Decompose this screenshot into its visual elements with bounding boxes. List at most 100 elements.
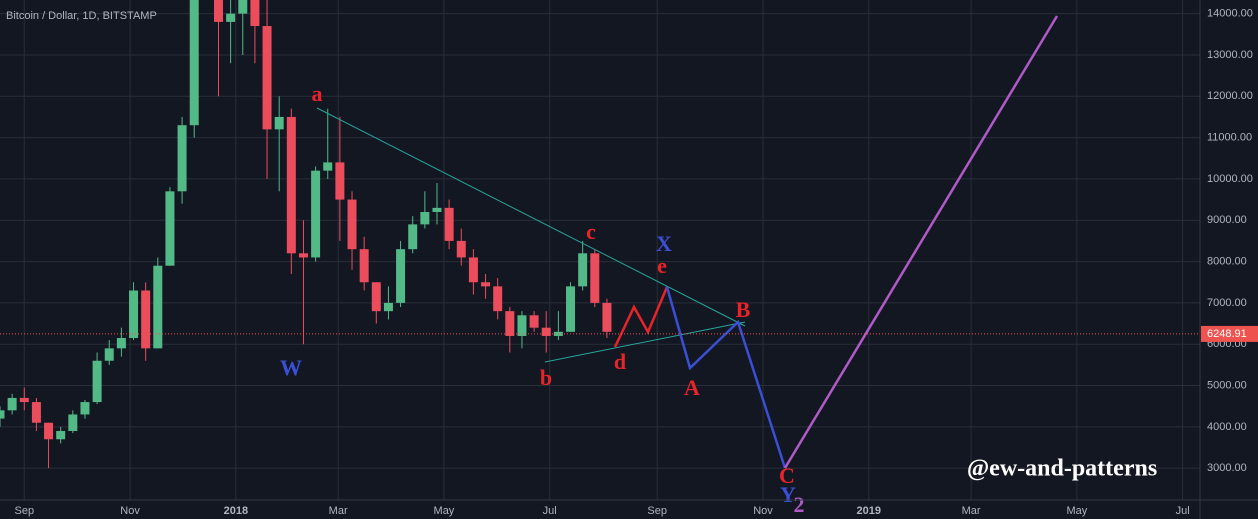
candle-body bbox=[468, 257, 478, 283]
y-tick-label: 8000.00 bbox=[1207, 255, 1247, 267]
candle-body bbox=[129, 290, 139, 339]
candle-body bbox=[238, 0, 248, 14]
projection-line bbox=[783, 15, 1059, 469]
x-tick-label: Mar bbox=[962, 505, 981, 517]
candles bbox=[0, 0, 612, 469]
candle-body bbox=[456, 240, 466, 258]
trendline bbox=[544, 321, 746, 363]
candle-body bbox=[408, 224, 418, 250]
x-tick-label: Sep bbox=[647, 505, 667, 517]
candle-body bbox=[250, 0, 260, 27]
candle-body bbox=[396, 249, 406, 303]
candle-body bbox=[383, 302, 393, 312]
candle-body bbox=[493, 286, 503, 312]
drawings bbox=[316, 15, 1059, 469]
candle-body bbox=[311, 170, 321, 258]
candle-body bbox=[153, 265, 163, 349]
candle-body bbox=[602, 302, 612, 332]
candle-body bbox=[274, 116, 284, 130]
candle-body bbox=[590, 253, 600, 303]
x-tick-label: Nov bbox=[753, 505, 773, 517]
grid bbox=[0, 0, 1200, 500]
candle-body bbox=[213, 0, 223, 22]
candle-body bbox=[481, 282, 491, 287]
candle-body bbox=[578, 253, 588, 287]
candle-body bbox=[444, 207, 454, 241]
candle-body bbox=[104, 348, 114, 361]
y-tick-label: 12000.00 bbox=[1207, 90, 1253, 102]
wave-label: b bbox=[540, 365, 552, 390]
candle-body bbox=[566, 286, 576, 332]
candle-body bbox=[141, 290, 151, 349]
candle-body bbox=[517, 315, 527, 336]
candle-body bbox=[19, 397, 29, 403]
wave-labels: a W b c d X e A B C Y 2 bbox=[280, 81, 805, 517]
wave-label: d bbox=[614, 349, 626, 374]
wave-label: A bbox=[684, 375, 700, 400]
x-tick-label: 2019 bbox=[857, 505, 881, 517]
candle-body bbox=[359, 249, 369, 283]
candle-body bbox=[541, 327, 551, 336]
wave-label: X bbox=[656, 231, 672, 256]
y-tick-label: 11000.00 bbox=[1207, 132, 1252, 144]
trendline bbox=[316, 107, 746, 327]
x-tick-label: May bbox=[434, 505, 455, 517]
axes: 3000.004000.005000.006000.007000.008000.… bbox=[0, 8, 1258, 517]
candle-body bbox=[347, 199, 357, 250]
x-tick-label: Nov bbox=[120, 505, 140, 517]
y-tick-label: 13000.00 bbox=[1207, 49, 1253, 61]
x-tick-label: May bbox=[1066, 505, 1087, 517]
candle-body bbox=[44, 422, 54, 440]
candle-body bbox=[505, 311, 515, 336]
candle-body bbox=[432, 207, 442, 212]
candle-body bbox=[298, 253, 308, 258]
wave-label: 2 bbox=[794, 492, 805, 517]
candle-body bbox=[226, 13, 236, 22]
last-price-tag bbox=[1201, 325, 1258, 342]
x-tick-label: Mar bbox=[329, 505, 348, 517]
candle-body bbox=[323, 162, 333, 171]
y-tick-label: 5000.00 bbox=[1207, 379, 1247, 391]
last-price-label: 6248.91 bbox=[1207, 328, 1247, 340]
x-tick-label: Jul bbox=[1176, 505, 1190, 517]
candle-body bbox=[56, 430, 66, 440]
wave-path bbox=[613, 286, 669, 348]
x-tick-label: Jul bbox=[543, 505, 557, 517]
candle-body bbox=[68, 414, 78, 431]
wave-label: B bbox=[736, 297, 751, 322]
y-tick-label: 14000.00 bbox=[1207, 8, 1253, 20]
candle-body bbox=[0, 410, 5, 419]
y-tick-label: 9000.00 bbox=[1207, 214, 1247, 226]
wave-path bbox=[665, 286, 787, 469]
watermark: @ew-and-patterns bbox=[967, 456, 1157, 482]
candle-body bbox=[165, 191, 175, 266]
candle-body bbox=[335, 162, 345, 200]
wave-label: a bbox=[312, 81, 323, 106]
y-tick-label: 4000.00 bbox=[1207, 421, 1247, 433]
candle-body bbox=[31, 402, 41, 423]
y-tick-label: 3000.00 bbox=[1207, 462, 1247, 474]
candle-body bbox=[371, 282, 381, 312]
candle-body bbox=[177, 125, 187, 192]
candle-body bbox=[529, 315, 539, 328]
candle-body bbox=[286, 116, 296, 254]
wave-label: e bbox=[657, 253, 667, 278]
wave-label: Y bbox=[780, 482, 796, 507]
x-tick-label: 2018 bbox=[224, 505, 248, 517]
candle-body bbox=[80, 402, 90, 415]
candle-body bbox=[262, 26, 272, 130]
x-tick-label: Sep bbox=[14, 505, 34, 517]
candle-body bbox=[116, 338, 126, 349]
candle-body bbox=[420, 211, 430, 225]
wave-label: W bbox=[280, 355, 302, 380]
candle-body bbox=[189, 0, 199, 126]
candle-body bbox=[7, 397, 17, 411]
y-tick-label: 10000.00 bbox=[1207, 173, 1253, 185]
y-tick-label: 7000.00 bbox=[1207, 297, 1247, 309]
candle-body bbox=[92, 360, 102, 403]
chart-title: Bitcoin / Dollar, 1D, BITSTAMP bbox=[6, 10, 157, 22]
wave-label: C bbox=[779, 463, 795, 488]
wave-label: c bbox=[586, 219, 596, 244]
